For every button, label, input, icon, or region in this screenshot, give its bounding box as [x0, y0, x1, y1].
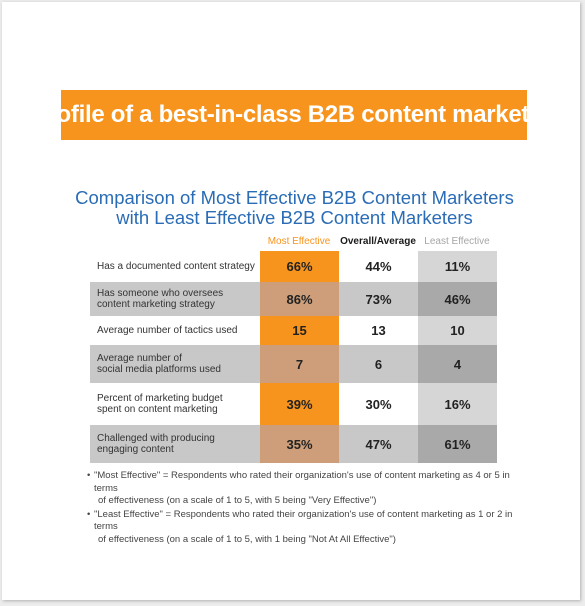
table-title: Comparison of Most Effective B2B Content… — [42, 188, 547, 228]
document-page: Profile of a best-in-class B2B content m… — [2, 2, 580, 600]
overall-average-value: 44% — [339, 251, 418, 282]
row-label-line-1: Average number of tactics used — [97, 325, 238, 336]
row-label: Percent of marketing budget spent on cont… — [90, 383, 260, 425]
column-header-overall-average: Overall/Average — [340, 236, 416, 247]
bullet-icon: • — [87, 470, 91, 481]
footnote-line-1: "Most Effective" = Respondents who rated… — [94, 470, 510, 494]
row-label-line-2: spent on content marketing — [97, 404, 218, 415]
most-effective-value: 7 — [260, 345, 339, 383]
most-effective-value: 66% — [260, 251, 339, 282]
least-effective-value: 4 — [418, 345, 497, 383]
footnote-line-2: of effectiveness (on a scale of 1 to 5, … — [98, 533, 396, 545]
table-row: Average number of social media platforms … — [90, 345, 500, 383]
footnote-line-1: "Least Effective" = Respondents who rate… — [94, 508, 513, 533]
most-effective-value: 86% — [260, 282, 339, 316]
footnote-most-effective: • "Most Effective" = Respondents who rat… — [87, 470, 514, 508]
row-label: Average number of tactics used — [90, 316, 260, 345]
page-title: Profile of a best-in-class B2B content m… — [31, 101, 557, 128]
most-effective-value: 35% — [260, 425, 339, 463]
least-effective-value: 10 — [418, 316, 497, 345]
table-row: Challenged with producing engaging conten… — [90, 425, 500, 463]
most-effective-value: 39% — [260, 383, 339, 425]
bullet-icon: • — [87, 508, 91, 520]
row-label-line-2: engaging content — [97, 444, 174, 455]
row-label-line-2: content marketing strategy — [97, 299, 215, 310]
overall-average-value: 47% — [339, 425, 418, 463]
row-label-line-2: social media platforms used — [97, 364, 221, 375]
footnote-line-2: of effectiveness (on a scale of 1 to 5, … — [98, 495, 377, 506]
row-label-line-1: Has a documented content strategy — [97, 261, 255, 272]
table-row: Has a documented content strategy 66% 44… — [90, 251, 500, 282]
overall-average-value: 6 — [339, 345, 418, 383]
row-label-line-1: Has someone who oversees — [97, 288, 224, 299]
table-row: Percent of marketing budget spent on cont… — [90, 383, 500, 425]
overall-average-value: 30% — [339, 383, 418, 425]
most-effective-value: 15 — [260, 316, 339, 345]
footnote-least-effective: • "Least Effective" = Respondents who ra… — [87, 508, 514, 547]
row-label: Average number of social media platforms … — [90, 345, 260, 383]
least-effective-value: 46% — [418, 282, 497, 316]
table-row: Has someone who oversees content marketin… — [90, 282, 500, 316]
column-header-most-effective: Most Effective — [267, 236, 331, 247]
overall-average-value: 13 — [339, 316, 418, 345]
overall-average-value: 73% — [339, 282, 418, 316]
table-title-line-2: with Least Effective B2B Content Markete… — [116, 207, 473, 228]
least-effective-value: 11% — [418, 251, 497, 282]
row-label: Challenged with producing engaging conten… — [90, 425, 260, 463]
least-effective-value: 61% — [418, 425, 497, 463]
page-title-banner: Profile of a best-in-class B2B content m… — [32, 90, 557, 140]
row-label-line-1: Percent of marketing budget — [97, 393, 223, 404]
table-title-line-1: Comparison of Most Effective B2B Content… — [75, 187, 514, 208]
row-label-line-1: Average number of — [97, 353, 182, 364]
column-header-least-effective: Least Effective — [424, 236, 490, 247]
row-label: Has someone who oversees content marketin… — [90, 282, 260, 316]
table-row: Average number of tactics used 15 13 10 — [90, 316, 500, 345]
row-label: Has a documented content strategy — [90, 251, 260, 282]
footnotes: • "Most Effective" = Respondents who rat… — [87, 470, 514, 547]
row-label-line-1: Challenged with producing — [97, 433, 215, 444]
least-effective-value: 16% — [418, 383, 497, 425]
